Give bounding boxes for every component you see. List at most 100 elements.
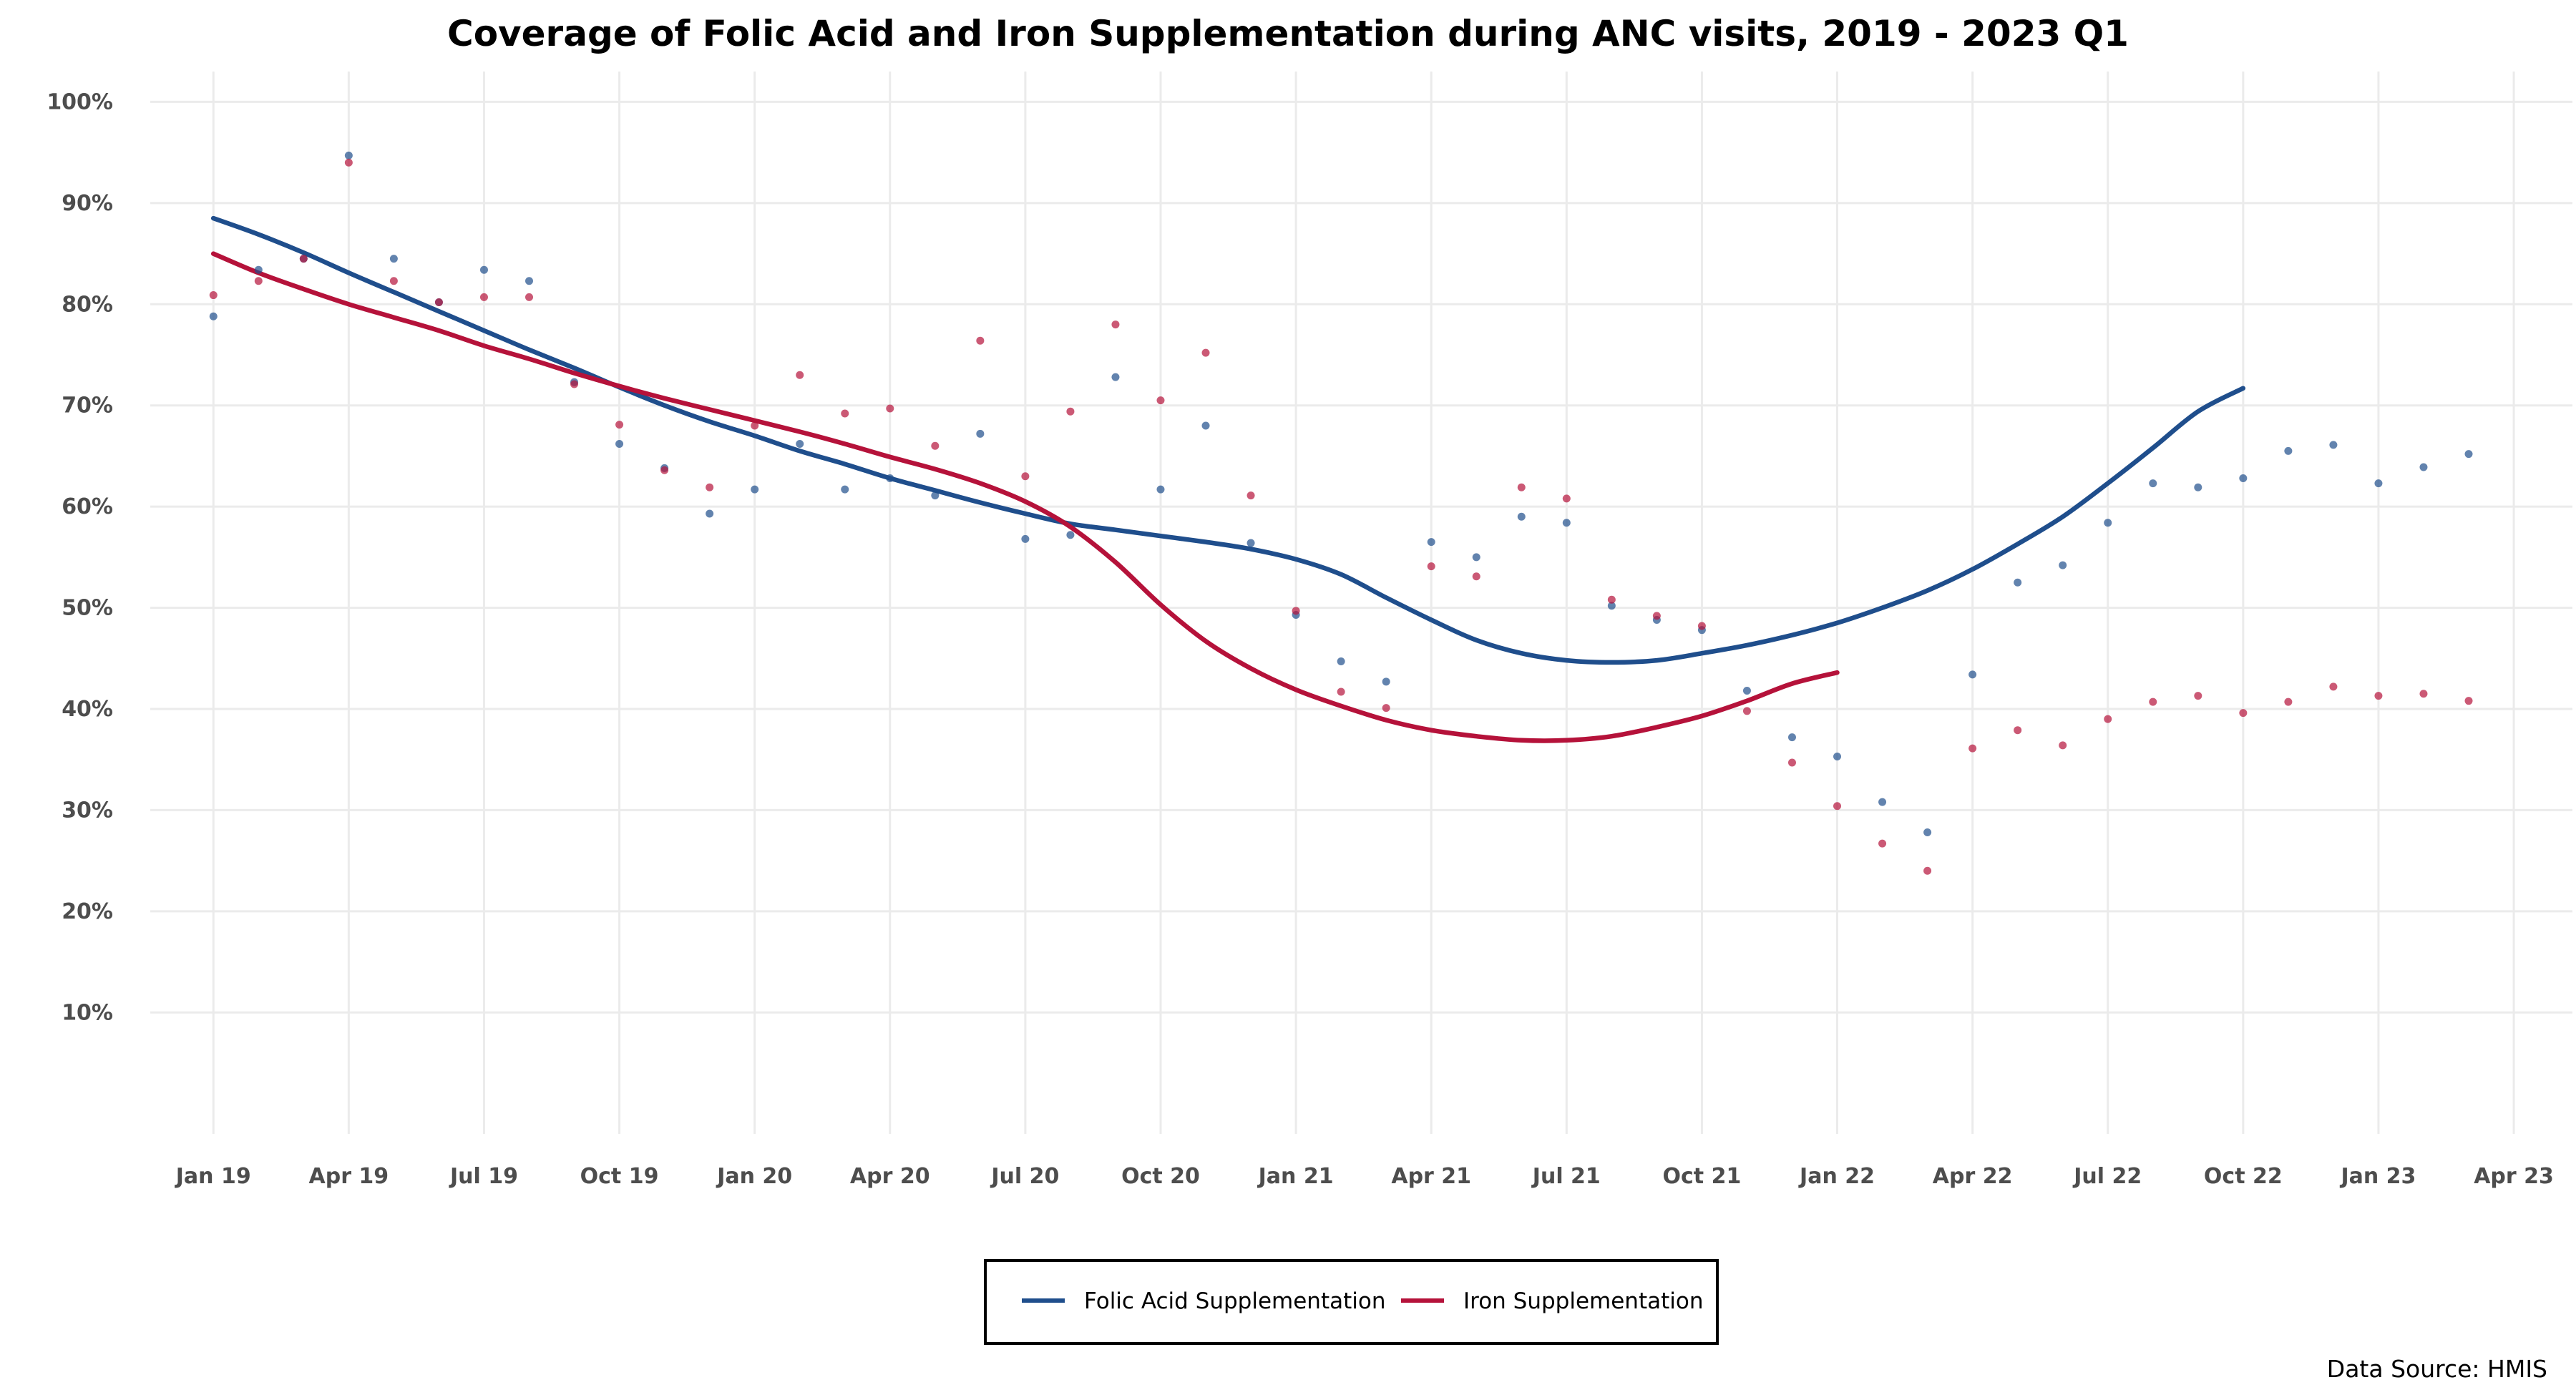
data-point-folic-acid	[479, 265, 488, 274]
legend: Folic Acid Supplementation Iron Suppleme…	[984, 1259, 1719, 1345]
data-point-iron	[434, 298, 443, 306]
data-point-iron	[2014, 726, 2022, 735]
x-tick-label: Oct 20	[1121, 1164, 1200, 1189]
data-point-iron	[1337, 687, 1345, 696]
data-point-iron	[479, 293, 488, 301]
data-point-folic-acid	[2419, 463, 2428, 471]
x-tick-label: Jan 19	[175, 1164, 251, 1189]
x-tick-label: Apr 21	[1391, 1164, 1471, 1189]
data-point-iron	[1878, 839, 1887, 848]
data-point-iron	[660, 466, 669, 474]
data-point-iron	[1607, 595, 1616, 604]
x-tick-label: Jan 23	[2339, 1164, 2416, 1189]
data-point-folic-acid	[2194, 483, 2202, 491]
data-point-iron	[2239, 709, 2248, 718]
x-tick-label: Apr 20	[850, 1164, 930, 1189]
data-point-iron	[2464, 697, 2473, 705]
data-point-iron	[796, 371, 804, 379]
data-point-folic-acid	[2059, 561, 2067, 569]
data-point-iron	[1472, 572, 1480, 581]
y-tick-label: 100%	[47, 89, 113, 114]
legend-label-folic-acid: Folic Acid Supplementation	[1084, 1288, 1385, 1314]
y-tick-label: 20%	[62, 899, 113, 924]
data-point-folic-acid	[1156, 485, 1165, 494]
chart-title: Coverage of Folic Acid and Iron Suppleme…	[447, 13, 2129, 54]
x-tick-label: Jul 19	[449, 1164, 518, 1189]
data-point-folic-acid	[841, 485, 849, 494]
x-tick-label: Jan 20	[716, 1164, 792, 1189]
trend-line-iron	[210, 251, 1840, 743]
y-tick-label: 70%	[62, 393, 113, 418]
data-point-folic-acid	[2239, 474, 2248, 483]
data-point-iron	[1292, 607, 1300, 615]
data-point-folic-acid	[976, 429, 985, 438]
x-tick-label: Jul 20	[990, 1164, 1059, 1189]
data-point-folic-acid	[1246, 539, 1255, 547]
data-point-folic-acid	[1968, 670, 1977, 679]
data-point-iron	[1652, 612, 1661, 620]
data-point-folic-acid	[2374, 479, 2383, 488]
data-point-iron	[2284, 698, 2293, 706]
data-point-iron	[1697, 622, 1706, 630]
legend-box	[984, 1259, 1719, 1345]
y-tick-label: 30%	[62, 798, 113, 823]
data-point-iron	[2104, 715, 2112, 723]
x-tick-label: Jul 21	[1531, 1164, 1601, 1189]
data-point-iron	[344, 158, 353, 167]
x-tick-label: Oct 21	[1663, 1164, 1742, 1189]
data-point-folic-acid	[1923, 828, 1932, 837]
data-point-folic-acid	[615, 439, 624, 448]
y-axis-tick-labels: 10% 20% 30% 40% 50% 60% 70% 80% 90% 100%	[47, 89, 113, 1025]
trend-lines	[210, 215, 2246, 743]
x-tick-label: Jan 22	[1798, 1164, 1875, 1189]
data-point-folic-acid	[209, 312, 218, 320]
data-point-iron	[525, 293, 533, 301]
data-point-folic-acid	[2464, 450, 2473, 459]
y-tick-label: 90%	[62, 191, 113, 216]
x-tick-label: Oct 22	[2204, 1164, 2283, 1189]
data-point-iron	[570, 380, 579, 388]
data-point-folic-acid	[1562, 519, 1571, 527]
data-point-folic-acid	[1337, 657, 1345, 666]
data-point-iron	[1968, 744, 1977, 753]
data-point-iron	[254, 277, 263, 285]
data-point-iron	[1066, 407, 1075, 416]
data-point-folic-acid	[2329, 441, 2338, 449]
data-point-iron	[1156, 396, 1165, 405]
data-point-folic-acid	[2149, 479, 2157, 488]
y-tick-label: 10%	[62, 1000, 113, 1025]
y-tick-label: 80%	[62, 292, 113, 317]
data-point-iron	[1201, 348, 1210, 357]
data-point-folic-acid	[706, 509, 714, 518]
x-tick-label: Jan 21	[1257, 1164, 1334, 1189]
data-point-folic-acid	[751, 485, 759, 494]
data-point-folic-acid	[254, 265, 263, 274]
data-point-iron	[1562, 494, 1571, 503]
legend-label-iron: Iron Supplementation	[1463, 1288, 1704, 1314]
data-point-folic-acid	[796, 439, 804, 448]
data-point-iron	[389, 277, 398, 285]
trend-line-folic-acid	[210, 215, 2246, 665]
data-point-iron	[931, 441, 940, 450]
data-point-folic-acid	[2104, 519, 2112, 527]
data-point-iron	[976, 336, 985, 345]
data-point-folic-acid	[886, 474, 894, 483]
data-point-folic-acid	[1878, 798, 1887, 806]
data-point-folic-acid	[525, 277, 533, 285]
data-point-folic-acid	[1427, 538, 1435, 547]
data-point-iron	[2374, 692, 2383, 700]
x-tick-label: Apr 22	[1933, 1164, 2013, 1189]
data-point-iron	[1427, 562, 1435, 571]
data-point-folic-acid	[1833, 752, 1842, 760]
data-point-iron	[2059, 741, 2067, 750]
y-gridlines	[150, 100, 2572, 1014]
data-point-iron	[2149, 698, 2157, 706]
x-tick-label: Apr 23	[2474, 1164, 2554, 1189]
data-point-folic-acid	[1787, 733, 1796, 742]
data-point-iron	[2194, 692, 2202, 700]
data-point-iron	[1021, 472, 1030, 481]
data-point-folic-acid	[1066, 531, 1075, 539]
data-point-folic-acid	[1517, 512, 1526, 521]
data-point-folic-acid	[1472, 553, 1480, 562]
data-point-iron	[299, 255, 308, 263]
